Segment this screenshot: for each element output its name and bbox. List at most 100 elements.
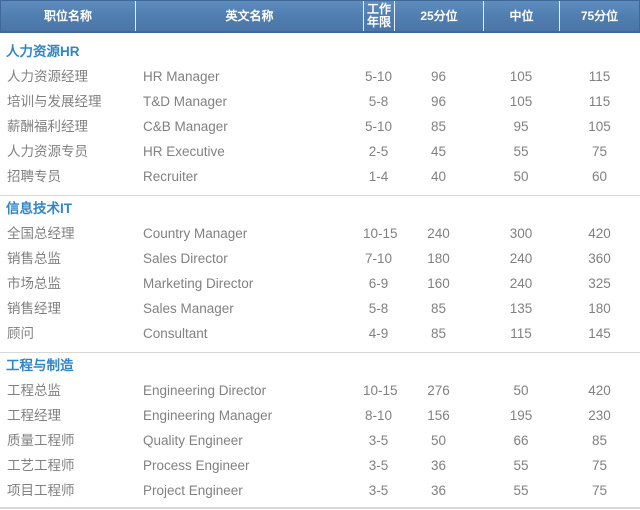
cell-job-title-cn: 质量工程师 — [7, 433, 75, 448]
cell-percentile-25: 50 — [430, 433, 447, 448]
cell-percentile-25: 85 — [430, 326, 447, 341]
cell-median: 300 — [509, 226, 533, 241]
cell-percentile-75: 85 — [591, 433, 608, 448]
table-row: 销售总监 Sales Director 7-10 180 240 360 — [0, 246, 640, 271]
cell-work-years: 4-9 — [368, 326, 389, 341]
cell-percentile-75: 420 — [588, 383, 611, 398]
header-percentile-75: 75分位 — [559, 1, 639, 31]
section-rows: 工程总监 Engineering Director 10-15 276 50 4… — [0, 378, 640, 503]
cell-percentile-75: 75 — [591, 483, 608, 498]
cell-job-title-en: HR Manager — [143, 69, 220, 84]
cell-percentile-75: 420 — [588, 226, 611, 241]
table-row: 人力资源经理 HR Manager 5-10 96 105 115 — [0, 64, 640, 89]
cell-median: 95 — [513, 119, 529, 134]
cell-percentile-25: 36 — [430, 483, 447, 498]
cell-job-title-en: Engineering Manager — [143, 408, 273, 423]
table-row: 工程经理 Engineering Manager 8-10 156 195 23… — [0, 403, 640, 428]
table-row: 人力资源专员 HR Executive 2-5 45 55 75 — [0, 139, 640, 164]
cell-job-title-en: C&B Manager — [143, 119, 228, 134]
table-row: 薪酬福利经理 C&B Manager 5-10 85 95 105 — [0, 114, 640, 139]
header-job-title-en: 英文名称 — [135, 1, 363, 31]
section-title: 信息技术IT — [6, 201, 72, 216]
cell-percentile-75: 360 — [588, 251, 611, 266]
cell-work-years: 5-8 — [368, 94, 389, 109]
cell-job-title-en: Engineering Director — [143, 383, 267, 398]
cell-median: 105 — [509, 69, 533, 84]
cell-work-years: 3-5 — [368, 458, 389, 473]
table-row: 顾问 Consultant 4-9 85 115 145 — [0, 321, 640, 346]
cell-job-title-en: T&D Manager — [143, 94, 228, 109]
cell-job-title-cn: 全国总经理 — [7, 226, 75, 241]
cell-job-title-en: Project Engineer — [143, 483, 243, 498]
cell-median: 135 — [509, 301, 533, 316]
cell-median: 50 — [513, 169, 529, 184]
cell-median: 240 — [509, 276, 533, 291]
cell-percentile-25: 156 — [427, 408, 450, 423]
cell-job-title-cn: 工艺工程师 — [7, 458, 75, 473]
cell-job-title-cn: 工程总监 — [7, 383, 61, 398]
table-header-row: 职位名称 英文名称 工作年限 25分位 中位 75分位 — [0, 0, 640, 33]
cell-job-title-en: Marketing Director — [143, 276, 254, 291]
header-work-years: 工作年限 — [363, 1, 394, 31]
section-title: 人力资源HR — [6, 44, 80, 59]
table-row: 市场总监 Marketing Director 6-9 160 240 325 — [0, 271, 640, 296]
cell-median: 55 — [513, 483, 529, 498]
cell-median: 105 — [509, 94, 533, 109]
cell-percentile-75: 115 — [588, 69, 611, 84]
cell-median: 66 — [513, 433, 529, 448]
header-median: 中位 — [483, 1, 559, 31]
cell-job-title-en: Sales Director — [143, 251, 228, 266]
cell-job-title-en: Country Manager — [143, 226, 248, 241]
table-section: 人力资源HR 人力资源经理 HR Manager 5-10 96 105 115… — [0, 39, 640, 196]
cell-job-title-cn: 项目工程师 — [7, 483, 75, 498]
cell-job-title-cn: 薪酬福利经理 — [7, 119, 88, 134]
cell-percentile-75: 75 — [591, 144, 608, 159]
cell-job-title-en: Sales Manager — [143, 301, 234, 316]
table-row: 全国总经理 Country Manager 10-15 240 300 420 — [0, 221, 640, 246]
cell-percentile-25: 276 — [427, 383, 450, 398]
cell-job-title-en: HR Executive — [143, 144, 225, 159]
cell-percentile-75: 75 — [591, 458, 608, 473]
section-rows: 全国总经理 Country Manager 10-15 240 300 420 … — [0, 221, 640, 346]
cell-median: 55 — [513, 458, 529, 473]
table-body: 人力资源HR 人力资源经理 HR Manager 5-10 96 105 115… — [0, 39, 640, 509]
cell-percentile-25: 85 — [430, 119, 447, 134]
cell-percentile-25: 36 — [430, 458, 447, 473]
cell-work-years: 5-10 — [364, 69, 393, 84]
cell-work-years: 3-5 — [368, 483, 389, 498]
table-row: 质量工程师 Quality Engineer 3-5 50 66 85 — [0, 428, 640, 453]
cell-percentile-75: 145 — [588, 326, 611, 341]
cell-median: 240 — [509, 251, 533, 266]
cell-percentile-25: 180 — [427, 251, 450, 266]
table-row: 项目工程师 Project Engineer 3-5 36 55 75 — [0, 478, 640, 503]
cell-median: 55 — [513, 144, 529, 159]
table-row: 销售经理 Sales Manager 5-8 85 135 180 — [0, 296, 640, 321]
table-row: 工程总监 Engineering Director 10-15 276 50 4… — [0, 378, 640, 403]
cell-job-title-cn: 销售总监 — [7, 251, 61, 266]
section-rows: 人力资源经理 HR Manager 5-10 96 105 115 培训与发展经… — [0, 64, 640, 189]
cell-work-years: 7-10 — [364, 251, 393, 266]
cell-job-title-en: Recruiter — [143, 169, 198, 184]
cell-percentile-75: 60 — [591, 169, 608, 184]
table-section: 工程与制造 工程总监 Engineering Director 10-15 27… — [0, 353, 640, 509]
cell-percentile-25: 160 — [427, 276, 450, 291]
cell-work-years: 10-15 — [363, 383, 398, 398]
cell-percentile-25: 40 — [430, 169, 447, 184]
table-row: 招聘专员 Recruiter 1-4 40 50 60 — [0, 164, 640, 189]
cell-job-title-cn: 顾问 — [7, 326, 34, 341]
cell-percentile-25: 96 — [430, 94, 447, 109]
cell-job-title-cn: 招聘专员 — [7, 169, 61, 184]
section-title: 工程与制造 — [6, 358, 74, 373]
cell-percentile-25: 45 — [430, 144, 447, 159]
table-row: 培训与发展经理 T&D Manager 5-8 96 105 115 — [0, 89, 640, 114]
cell-percentile-75: 180 — [588, 301, 611, 316]
cell-work-years: 2-5 — [368, 144, 389, 159]
table-section: 信息技术IT 全国总经理 Country Manager 10-15 240 3… — [0, 196, 640, 353]
cell-job-title-en: Process Engineer — [143, 458, 250, 473]
header-percentile-25: 25分位 — [394, 1, 483, 31]
cell-percentile-25: 240 — [427, 226, 450, 241]
cell-percentile-75: 325 — [588, 276, 611, 291]
header-job-title-cn: 职位名称 — [43, 8, 92, 23]
cell-job-title-cn: 培训与发展经理 — [7, 94, 102, 109]
